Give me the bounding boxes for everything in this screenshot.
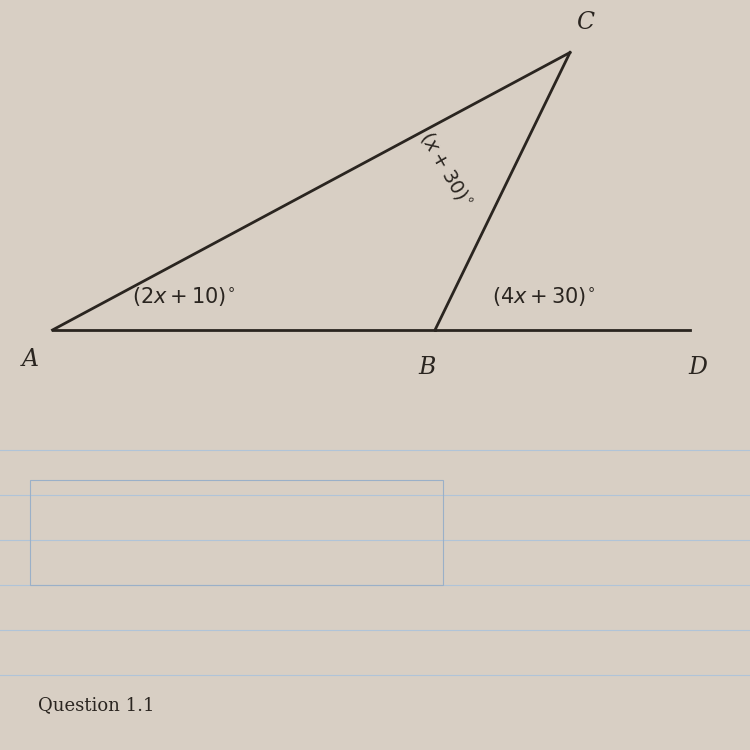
Bar <box>30 480 442 585</box>
Text: A: A <box>22 349 38 371</box>
Text: $(2x+10)^{\circ}$: $(2x+10)^{\circ}$ <box>132 285 236 308</box>
Text: Question 1.1: Question 1.1 <box>38 696 154 714</box>
Text: C: C <box>576 11 594 34</box>
Text: $(x+30)^{\circ}$: $(x+30)^{\circ}$ <box>416 127 476 211</box>
Text: $(4x+30)^{\circ}$: $(4x+30)^{\circ}$ <box>492 285 596 308</box>
Text: B: B <box>419 356 436 379</box>
Text: D: D <box>688 356 707 379</box>
